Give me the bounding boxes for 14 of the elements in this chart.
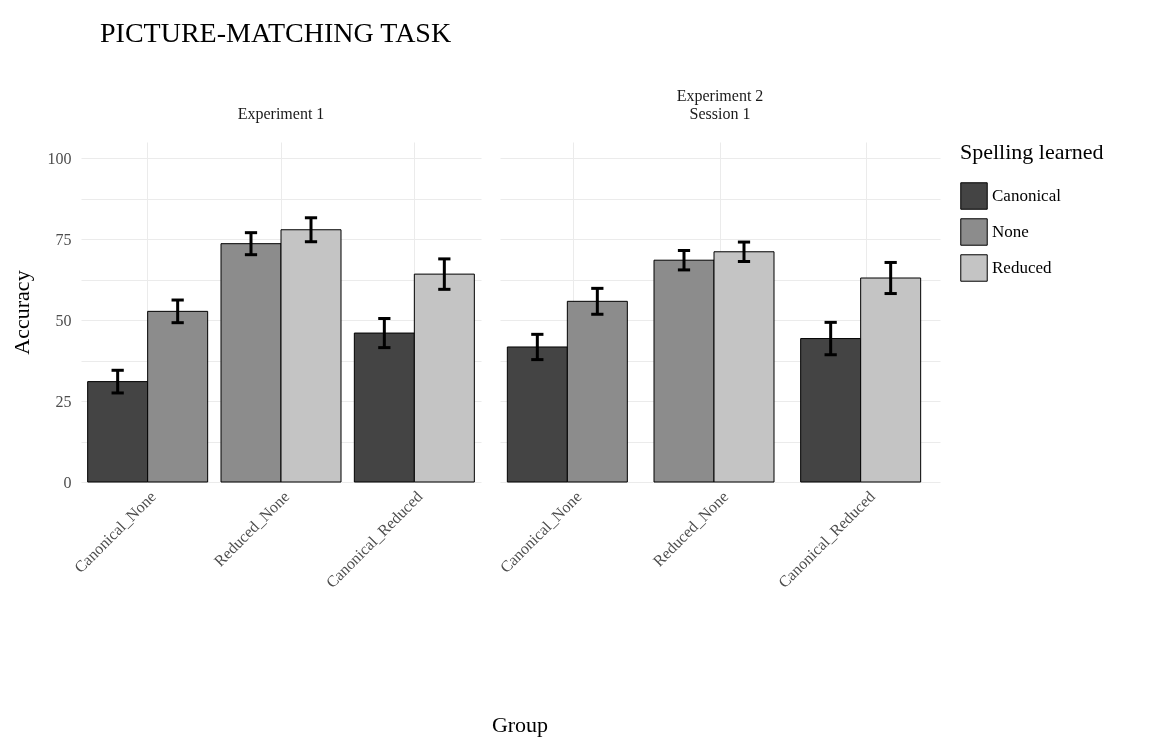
legend-label: Reduced <box>992 258 1052 277</box>
chart-title: PICTURE-MATCHING TASK <box>100 17 452 48</box>
y-tick-label: 25 <box>55 392 72 410</box>
legend-label: None <box>992 222 1029 241</box>
y-tick-label: 50 <box>55 311 72 329</box>
y-tick-label: 100 <box>47 149 72 167</box>
chart-subtitle: Experiment 2 Session 1 <box>676 87 764 122</box>
legend-title: Spelling learned <box>960 139 1104 164</box>
y-tick-label: 75 <box>55 230 72 248</box>
legend-label: Canonical <box>992 186 1062 205</box>
y-tick-label: 0 <box>63 473 72 491</box>
chart-subtitle: Experiment 1 <box>237 105 325 123</box>
y-axis-title: Accuracy <box>8 270 34 355</box>
x-axis-title: Group <box>490 712 550 738</box>
